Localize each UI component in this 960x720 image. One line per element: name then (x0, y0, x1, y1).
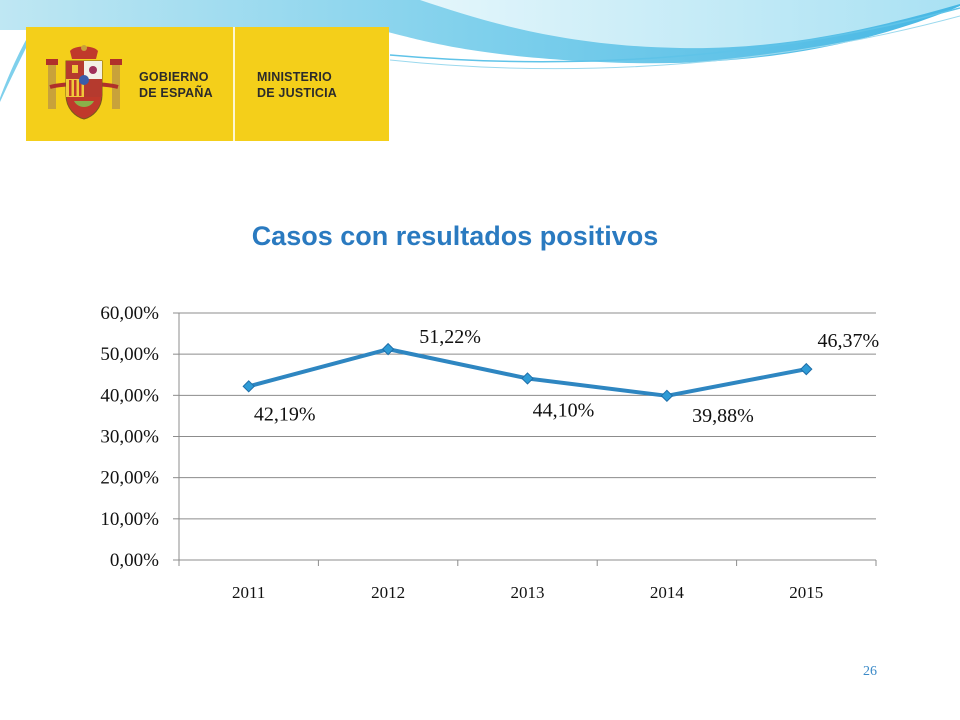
tick-label-y-1: 10,00% (100, 509, 159, 530)
logo-text-de-espana: DE ESPAÑA (139, 86, 213, 100)
data-label-2014: 39,88% (692, 405, 754, 427)
data-label-2012: 51,22% (419, 326, 481, 348)
axes: 0,00% 10,00% 20,00% 30,00% 40,00% 50,00% 60,00… (100, 303, 877, 602)
data-point-2015 (800, 362, 813, 376)
data-label-2013: 44,10% (533, 399, 595, 421)
data-point-2011 (242, 380, 255, 393)
tick-label-y-0: 0,00% (110, 550, 159, 571)
data-label-2011: 42,19% (254, 403, 316, 425)
data-point-2012 (381, 342, 395, 356)
tick-label-x-2013: 2013 (511, 583, 545, 602)
grid-lines (179, 312, 876, 520)
data-label-2015: 46,37% (817, 330, 879, 352)
tick-label-y-4: 40,00% (100, 385, 159, 406)
tick-label-x-2014: 2014 (650, 583, 685, 602)
data-point-2014 (660, 389, 674, 403)
line-chart: 0,00% 10,00% 20,00% 30,00% 40,00% 50,00% 60,00… (100, 303, 879, 602)
logo-text-ministerio: MINISTERIO (257, 70, 332, 84)
tick-label-y-5: 50,00% (100, 344, 159, 365)
coat-of-arms-icon (46, 45, 122, 120)
tick-label-x-2011: 2011 (232, 583, 265, 602)
header-wave-decoration (0, 0, 960, 102)
logo-text-gobierno: GOBIERNO (139, 70, 209, 84)
government-logo: GOBIERNO DE ESPAÑA MINISTERIO DE JUSTICI… (26, 27, 389, 141)
chart-title: Casos con resultados positivos (251, 221, 659, 251)
slide-number: 26 (863, 664, 877, 679)
logo-divider (233, 27, 235, 141)
tick-label-y-3: 30,00% (100, 427, 159, 448)
tick-label-y-6: 60,00% (100, 303, 159, 324)
data-point-2013 (521, 372, 534, 385)
tick-label-y-2: 20,00% (100, 468, 159, 489)
tick-label-x-2015: 2015 (789, 583, 823, 602)
logo-text-de-justicia: DE JUSTICIA (257, 86, 337, 100)
data-series (242, 342, 813, 403)
tick-label-x-2012: 2012 (371, 583, 405, 602)
data-labels: 42,19% 51,22% 44,10% 39,88% 46,37% (254, 326, 879, 427)
